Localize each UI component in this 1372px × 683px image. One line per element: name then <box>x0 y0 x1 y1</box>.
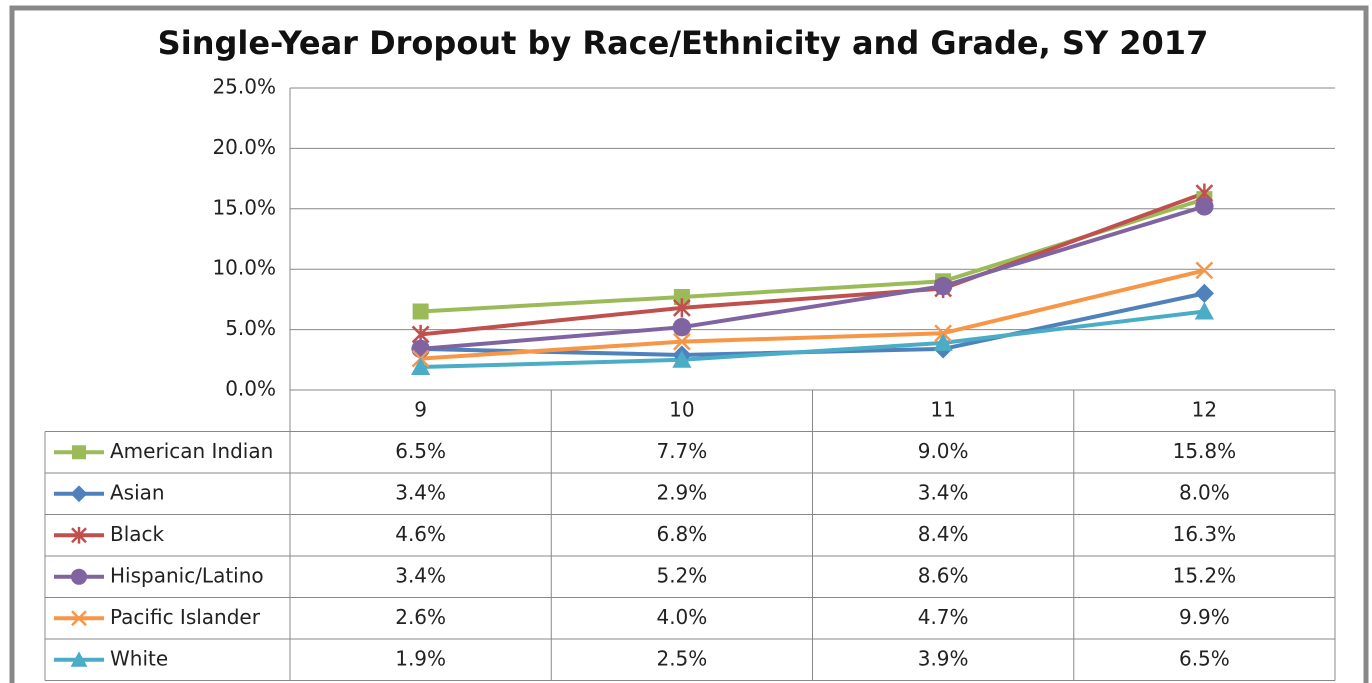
legend-label: American Indian <box>110 439 273 463</box>
table-value: 8.6% <box>918 563 969 587</box>
table-value: 2.9% <box>656 480 707 504</box>
marker <box>672 298 691 318</box>
table-value: 4.6% <box>395 522 446 546</box>
x-tick-label: 11 <box>930 397 955 421</box>
y-tick-label: 0.0% <box>225 377 276 401</box>
marker <box>411 357 431 376</box>
legend-marker <box>70 568 88 585</box>
marker <box>672 350 692 368</box>
x-tick-label: 10 <box>669 397 694 421</box>
table-value: 15.2% <box>1173 563 1237 587</box>
table-value: 2.6% <box>395 605 446 629</box>
marker <box>933 333 953 351</box>
table-value: 3.4% <box>395 480 446 504</box>
table-value: 8.0% <box>1179 480 1230 504</box>
table-value: 8.4% <box>918 522 969 546</box>
marker <box>1194 301 1214 320</box>
table-value: 4.7% <box>918 605 969 629</box>
table-value: 7.7% <box>656 439 707 463</box>
chart-title: Single-Year Dropout by Race/Ethnicity an… <box>158 24 1209 62</box>
chart-frame <box>9 5 1369 683</box>
table-value: 16.3% <box>1173 522 1237 546</box>
marker <box>1195 261 1214 280</box>
legend-label: Hispanic/Latino <box>110 563 264 587</box>
table-value: 6.5% <box>1179 646 1230 670</box>
table-value: 6.8% <box>656 522 707 546</box>
legend-marker <box>70 651 88 667</box>
table-value: 9.9% <box>1179 605 1230 629</box>
table-value: 3.4% <box>918 480 969 504</box>
table-value: 6.5% <box>395 439 446 463</box>
series-line <box>420 309 1205 370</box>
marker <box>934 324 953 343</box>
marker <box>411 339 430 359</box>
x-tick-label: 9 <box>414 397 427 421</box>
series-line <box>420 204 1205 351</box>
table-value: 15.8% <box>1173 439 1237 463</box>
table-value: 3.4% <box>395 563 446 587</box>
marker <box>673 288 690 305</box>
legend-marker <box>71 526 87 544</box>
legend-marker <box>72 445 86 460</box>
marker <box>1194 283 1214 303</box>
legend-label: Asian <box>110 480 165 504</box>
marker <box>672 317 692 337</box>
y-tick-label: 5.0% <box>225 316 276 340</box>
table-value: 9.0% <box>918 439 969 463</box>
series-line <box>420 268 1205 361</box>
y-tick-label: 20.0% <box>212 135 276 159</box>
marker <box>1195 197 1214 216</box>
table-value: 3.9% <box>918 646 969 670</box>
y-tick-label: 15.0% <box>212 195 276 219</box>
table-value: 1.9% <box>395 646 446 670</box>
marker <box>412 303 429 320</box>
y-tick-label: 25.0% <box>212 75 276 99</box>
x-tick-label: 12 <box>1192 397 1217 421</box>
marker <box>672 332 691 351</box>
marker <box>933 276 953 296</box>
legend-marker <box>71 610 87 627</box>
legend-label: Pacific Islander <box>110 605 261 629</box>
table-value: 2.5% <box>656 646 707 670</box>
legend-marker <box>70 485 88 503</box>
legend-label: White <box>110 646 168 670</box>
table-value: 5.2% <box>656 563 707 587</box>
table-value: 4.0% <box>656 605 707 629</box>
series-line <box>420 191 1206 337</box>
y-tick-label: 10.0% <box>212 256 276 280</box>
legend-label: Black <box>110 522 165 546</box>
